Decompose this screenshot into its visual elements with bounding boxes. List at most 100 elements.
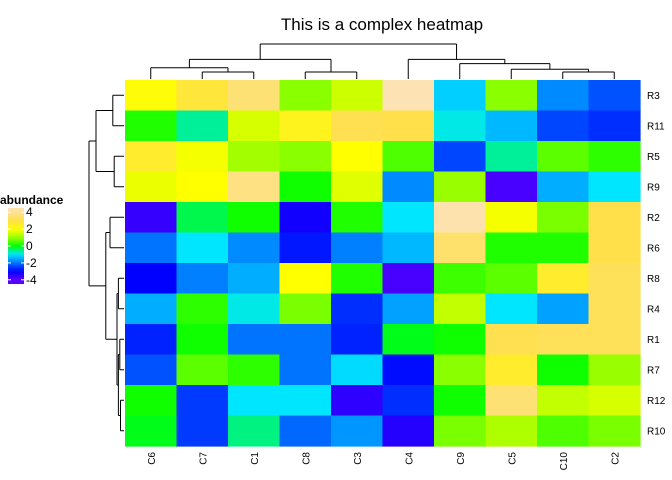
row-label: R6 [647,243,660,254]
cell-R6-C7 [176,232,229,264]
cell-R11-C2 [588,110,641,142]
cell-R11-C1 [228,110,281,142]
row-label: R4 [647,304,660,315]
row-label: R12 [647,396,666,407]
row-label: R8 [647,274,660,285]
legend-tick-label: -4 [26,273,37,287]
row-label: R10 [647,426,666,437]
cell-R2-C4 [382,202,435,234]
cell-R6-C10 [537,232,590,264]
cell-R12-C8 [279,385,332,417]
cell-R12-C4 [382,385,435,417]
column-label: C3 [353,452,364,465]
row-label: R1 [647,335,660,346]
cell-R9-C4 [382,171,435,203]
cell-R1-C9 [434,324,487,356]
cell-R12-C10 [537,385,590,417]
cell-R10-C10 [537,415,590,447]
cell-R10-C2 [588,415,641,447]
cell-R3-C1 [228,80,281,112]
cell-R3-C9 [434,80,487,112]
cell-R1-C6 [125,324,178,356]
cell-R2-C7 [176,202,229,234]
cell-R5-C3 [331,141,384,173]
cell-R4-C6 [125,293,178,325]
cell-R1-C8 [279,324,332,356]
cell-R5-C2 [588,141,641,173]
cell-R10-C3 [331,415,384,447]
cell-R8-C8 [279,263,332,295]
cell-R7-C8 [279,354,332,386]
cell-R4-C5 [485,293,538,325]
cell-R8-C3 [331,263,384,295]
cell-R5-C7 [176,141,229,173]
cell-R8-C4 [382,263,435,295]
cell-R3-C2 [588,80,641,112]
column-label: C8 [301,452,312,465]
cell-R5-C8 [279,141,332,173]
cell-R11-C4 [382,110,435,142]
cell-R6-C9 [434,232,487,264]
cell-R3-C8 [279,80,332,112]
cell-R8-C5 [485,263,538,295]
cell-R7-C10 [537,354,590,386]
cell-R10-C4 [382,415,435,447]
cell-R3-C4 [382,80,435,112]
cell-R11-C10 [537,110,590,142]
cell-R7-C3 [331,354,384,386]
cell-R3-C10 [537,80,590,112]
legend-tick-label: -2 [26,256,37,270]
cell-R6-C6 [125,232,178,264]
column-label: C1 [250,452,261,465]
row-label: R3 [647,91,660,102]
legend-tick-label: 0 [26,239,33,253]
cell-R11-C3 [331,110,384,142]
cell-R10-C6 [125,415,178,447]
cell-R7-C1 [228,354,281,386]
cell-R12-C1 [228,385,281,417]
cell-R1-C2 [588,324,641,356]
cell-R10-C8 [279,415,332,447]
cell-R5-C5 [485,141,538,173]
cell-R7-C5 [485,354,538,386]
cell-R4-C9 [434,293,487,325]
cell-R1-C4 [382,324,435,356]
cell-R4-C3 [331,293,384,325]
legend-tick-label: 4 [26,205,33,219]
cell-R4-C8 [279,293,332,325]
cell-R9-C5 [485,171,538,203]
cell-R2-C6 [125,202,178,234]
cell-R7-C9 [434,354,487,386]
cell-R8-C6 [125,263,178,295]
cell-R1-C1 [228,324,281,356]
cell-R12-C3 [331,385,384,417]
cell-R11-C8 [279,110,332,142]
cell-R3-C7 [176,80,229,112]
cell-R7-C2 [588,354,641,386]
cell-R12-C9 [434,385,487,417]
column-label: C10 [559,452,570,471]
cell-R2-C9 [434,202,487,234]
cell-R6-C5 [485,232,538,264]
row-dendrogram [88,94,124,432]
cell-R9-C3 [331,171,384,203]
cell-R12-C5 [485,385,538,417]
cell-R5-C6 [125,141,178,173]
cell-R9-C9 [434,171,487,203]
cell-R6-C4 [382,232,435,264]
cell-R12-C7 [176,385,229,417]
cell-R8-C2 [588,263,641,295]
row-label: R7 [647,365,660,376]
cell-R5-C4 [382,141,435,173]
cell-R10-C1 [228,415,281,447]
cell-R6-C2 [588,232,641,264]
cell-R4-C1 [228,293,281,325]
cell-R9-C1 [228,171,281,203]
cell-R9-C2 [588,171,641,203]
cell-R11-C5 [485,110,538,142]
cell-R1-C3 [331,324,384,356]
column-dendrogram [150,43,615,79]
cell-R5-C10 [537,141,590,173]
color-legend: abundance 4 2 0 -2 -4 [0,193,64,287]
cell-R11-C6 [125,110,178,142]
